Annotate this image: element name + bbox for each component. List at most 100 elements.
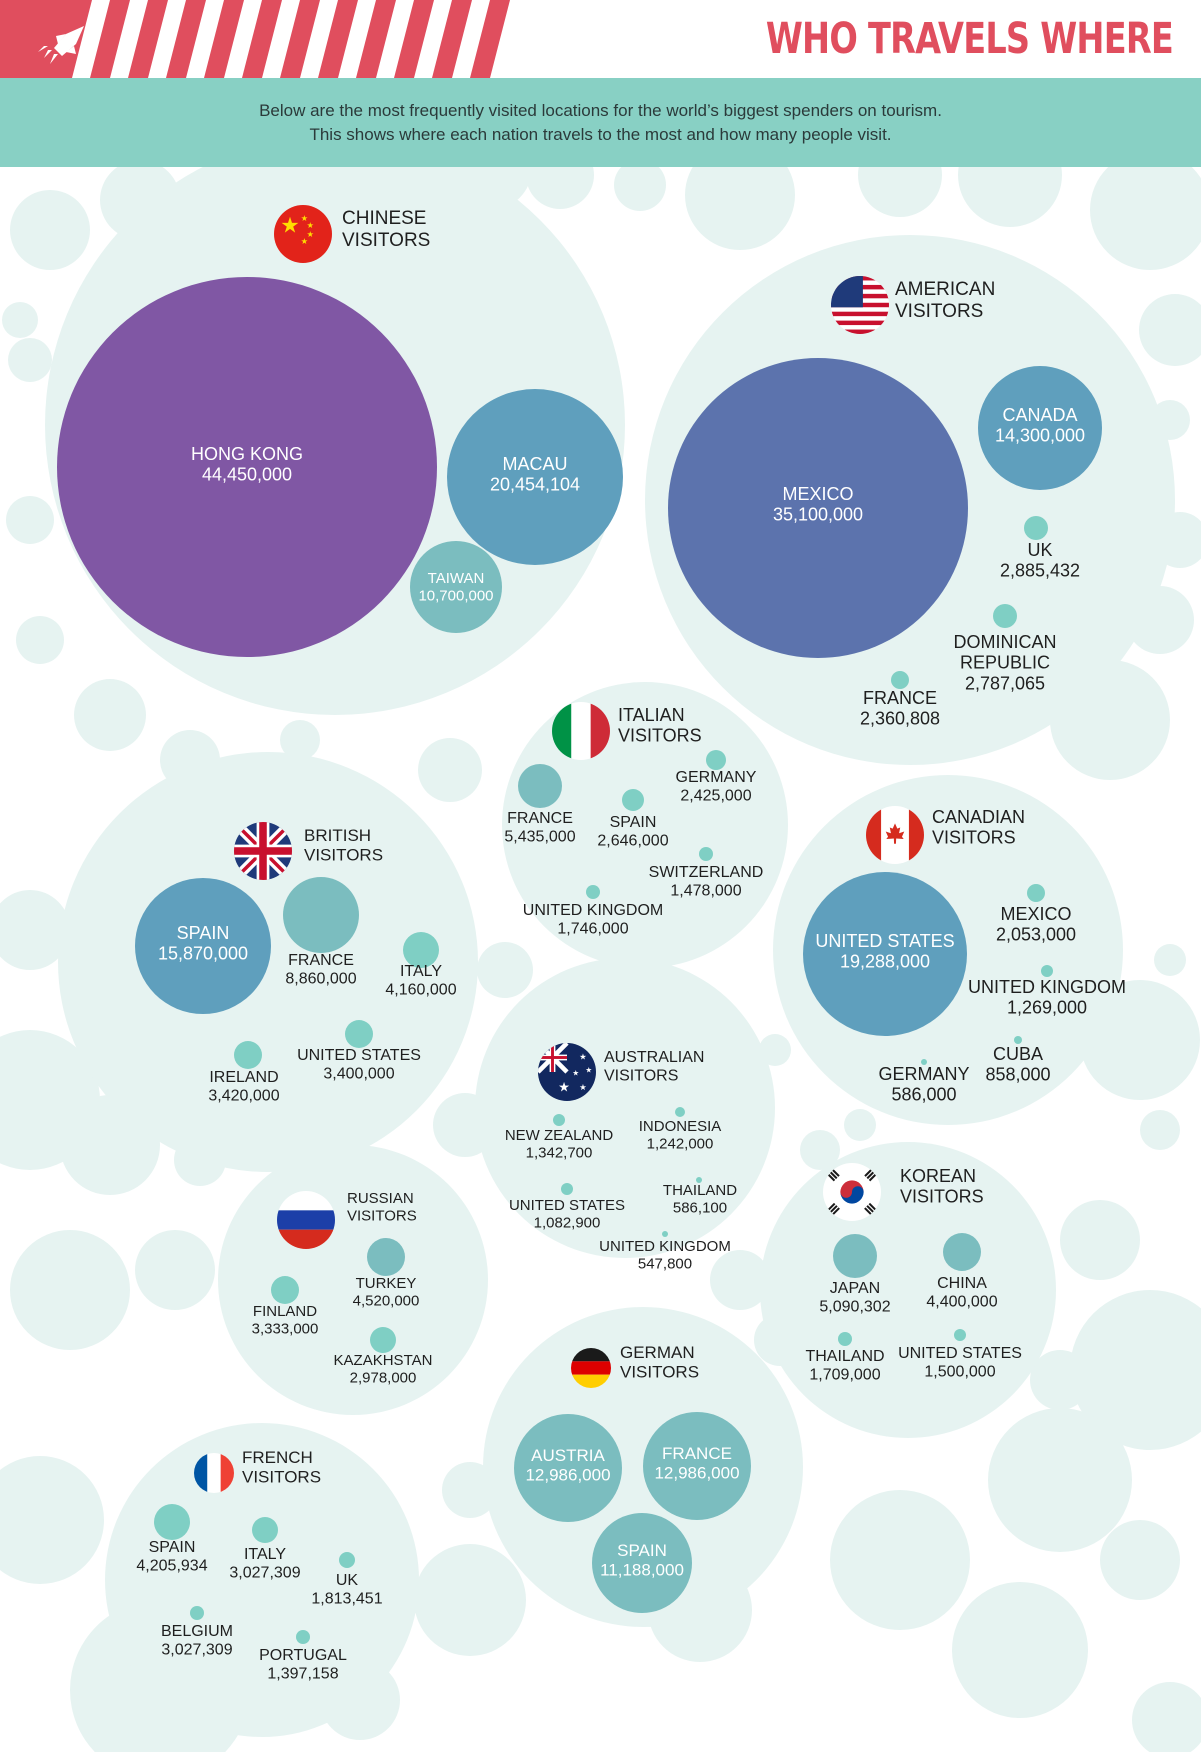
svg-text:★: ★ [280,213,300,238]
australian-indonesia-bubble [675,1107,685,1117]
background-bubble [1060,1200,1140,1280]
background-bubble [800,1130,840,1170]
russian-finland-label: FINLAND 3,333,000 [252,1303,319,1337]
american-dominican-republic-bubble [993,604,1017,628]
russia-flag [277,1191,335,1249]
french-portugal-bubble [296,1630,310,1644]
korean-japan-label: JAPAN 5,090,302 [819,1280,890,1315]
background-bubble [418,738,482,802]
svg-text:★: ★ [558,1080,570,1095]
british-ireland-bubble [234,1041,262,1069]
usa-flag [831,276,889,334]
italian-spain-label: SPAIN 2,646,000 [597,814,668,849]
british-united-states-label: UNITED STATES 3,400,000 [297,1047,421,1082]
french-spain-bubble [154,1504,190,1540]
svg-text:★: ★ [579,1052,586,1062]
french-uk-label: UK 1,813,451 [311,1572,382,1607]
background-bubble [1030,1350,1090,1410]
background-bubble [16,616,64,664]
american-canada-label: CANADA 14,300,000 [995,405,1085,446]
background-bubble [1090,150,1201,270]
american-uk-label: UK 2,885,432 [1000,540,1080,581]
australian-new-zealand-bubble [553,1114,565,1126]
german-visitors-group [483,1307,803,1627]
italian-france-label: FRANCE 5,435,000 [504,810,575,845]
australian-indonesia-label: INDONESIA 1,242,000 [639,1118,722,1152]
german-france-bubble [643,1412,751,1520]
background-bubble [2,302,38,338]
australian-thailand-label: THAILAND 586,100 [663,1182,737,1216]
british-united-states-bubble [345,1020,373,1048]
canadian-germany-label: GERMANY 586,000 [878,1064,969,1105]
american-visitors-label: AMERICAN VISITORS [895,279,995,322]
background-bubble [414,1544,526,1656]
australian-united-states-bubble [561,1183,573,1195]
south-korea-flag [823,1163,881,1221]
background-bubble [830,1490,970,1630]
background-bubble [759,1034,791,1066]
canadian-mexico-label: MEXICO 2,053,000 [996,904,1076,945]
background-bubble [477,942,533,998]
australian-united-kingdom-label: UNITED KINGDOM 547,800 [599,1238,731,1272]
background-bubble [0,890,70,970]
british-france-bubble [283,877,359,953]
american-canada-bubble [978,366,1102,490]
background-bubble [10,190,90,270]
canadian-mexico-bubble [1027,884,1045,902]
background-bubble [135,1230,215,1310]
french-italy-bubble [252,1517,278,1543]
australian-visitors-label: AUSTRALIAN VISITORS [604,1049,704,1084]
french-belgium-label: BELGIUM 3,027,309 [161,1623,233,1658]
italy-flag [552,702,610,760]
russian-turkey-bubble [367,1238,405,1276]
background-bubble [10,1230,130,1350]
british-spain-bubble [135,878,271,1014]
russian-kazakhstan-label: KAZAKHSTAN 2,978,000 [334,1352,433,1386]
australian-united-kingdom-bubble [662,1231,668,1237]
australian-new-zealand-label: NEW ZEALAND 1,342,700 [505,1127,614,1161]
rocket-icon [38,26,84,64]
german-spain-label: SPAIN 11,188,000 [600,1541,684,1580]
background-bubble [0,1456,104,1584]
german-austria-label: AUSTRIA 12,986,000 [525,1446,610,1485]
russian-visitors-label: RUSSIAN VISITORS [347,1190,417,1224]
german-visitors-label: GERMAN VISITORS [620,1343,699,1382]
china-flag: ★ ★★★★ [274,205,332,263]
korean-visitors-group [760,1142,1056,1438]
canadian-united-kingdom-bubble [1041,965,1053,977]
italian-france-bubble [518,764,562,808]
canada-flag [866,806,924,864]
chinese-macau-label: MACAU 20,454,104 [490,454,580,495]
australia-flag: ★★★ ★★ [538,1043,596,1101]
french-portugal-label: PORTUGAL 1,397,158 [259,1647,347,1682]
svg-text:★: ★ [585,1066,592,1075]
american-dominican-republic-label: DOMINICAN REPUBLIC 2,787,065 [954,632,1057,693]
italian-spain-bubble [622,789,644,811]
france-flag [194,1453,234,1493]
american-france-bubble [891,671,909,689]
american-uk-bubble [1024,516,1048,540]
canadian-united-states-bubble [803,872,967,1036]
korean-thailand-bubble [838,1332,852,1346]
british-ireland-label: IRELAND 3,420,000 [208,1069,279,1104]
background-bubble [1100,1520,1180,1600]
french-spain-label: SPAIN 4,205,934 [136,1539,207,1574]
german-spain-bubble [592,1513,692,1613]
background-bubble [1154,944,1186,976]
chinese-hong-kong-bubble [57,277,437,657]
british-spain-label: SPAIN 15,870,000 [158,923,248,964]
chinese-macau-bubble [447,389,623,565]
germany-flag [571,1348,611,1388]
intro-line-1: Below are the most frequently visited lo… [259,100,942,120]
background-bubble [8,338,52,382]
chinese-visitors-label: CHINESE VISITORS [342,208,430,251]
german-austria-bubble [514,1414,622,1522]
background-bubble [1139,294,1201,366]
french-italy-label: ITALY 3,027,309 [229,1546,300,1581]
american-france-label: FRANCE 2,360,808 [860,688,940,729]
russian-turkey-label: TURKEY 4,520,000 [353,1275,420,1309]
page-title: WHO TRAVELS WHERE [765,14,1174,64]
italian-germany-label: GERMANY 2,425,000 [676,769,757,804]
background-bubble [1140,1110,1180,1150]
chinese-taiwan-bubble [410,541,502,633]
